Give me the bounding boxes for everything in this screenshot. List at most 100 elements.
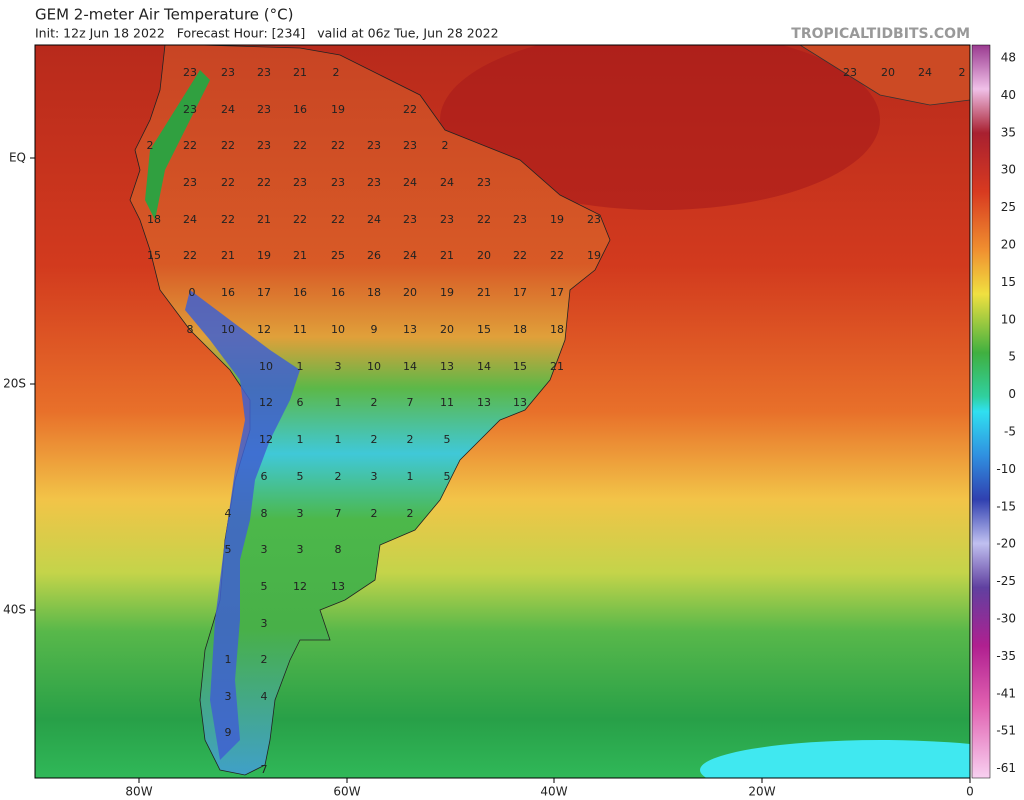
temperature-label: 2 <box>407 507 414 520</box>
temperature-label: 22 <box>293 139 307 152</box>
temperature-label: 20 <box>403 286 417 299</box>
longitude-label: 40W <box>540 785 567 799</box>
temperature-label: 21 <box>477 286 491 299</box>
colorbar-label: -5 <box>1004 425 1016 439</box>
temperature-label: 0 <box>189 286 196 299</box>
temperature-label: 13 <box>477 396 491 409</box>
temperature-label: 2 <box>442 139 449 152</box>
temperature-label: 2 <box>333 66 340 79</box>
temperature-label: 11 <box>293 323 307 336</box>
longitude-label: 0 <box>966 785 974 799</box>
temperature-label: 16 <box>221 286 235 299</box>
temperature-label: 9 <box>371 323 378 336</box>
temperature-label: 6 <box>261 470 268 483</box>
temperature-label: 22 <box>477 213 491 226</box>
temperature-label: 12 <box>259 396 273 409</box>
temperature-label: 5 <box>225 543 232 556</box>
temperature-label: 23 <box>477 176 491 189</box>
temperature-label: 5 <box>261 580 268 593</box>
temperature-label: 6 <box>297 396 304 409</box>
temperature-label: 18 <box>513 323 527 336</box>
temperature-label: 2 <box>335 470 342 483</box>
temperature-label: 15 <box>513 360 527 373</box>
temperature-label: 24 <box>440 176 454 189</box>
temperature-label: 21 <box>221 249 235 262</box>
temperature-label: 24 <box>221 103 235 116</box>
temperature-label: 1 <box>297 360 304 373</box>
brand: TROPICALTIDBITS.COM <box>791 26 970 42</box>
latitude-label: 40S <box>3 603 26 617</box>
temperature-label: 1 <box>225 653 232 666</box>
temperature-label: 17 <box>513 286 527 299</box>
temperature-label: 23 <box>367 139 381 152</box>
temperature-label: 24 <box>183 213 197 226</box>
latitude-label: EQ <box>9 151 26 165</box>
temperature-label: 23 <box>843 66 857 79</box>
temperature-label: 4 <box>225 507 232 520</box>
temperature-label: 7 <box>335 507 342 520</box>
temperature-label: 23 <box>513 213 527 226</box>
temperature-label: 16 <box>293 286 307 299</box>
temperature-label: 10 <box>331 323 345 336</box>
temperature-label: 13 <box>513 396 527 409</box>
temperature-label: 19 <box>440 286 454 299</box>
temperature-label: 25 <box>331 249 345 262</box>
temperature-label: 3 <box>225 690 232 703</box>
temperature-label: 19 <box>587 249 601 262</box>
temperature-label: 22 <box>331 139 345 152</box>
temperature-label: 2 <box>371 396 378 409</box>
temperature-label: 21 <box>440 249 454 262</box>
temperature-label: 22 <box>183 139 197 152</box>
temperature-label: 20 <box>477 249 491 262</box>
map: 23 23 23 21 2 23 20 24 223 24 23 16 19 222 22 22 23 22 22 2… <box>35 45 970 778</box>
temperature-label: 14 <box>477 360 491 373</box>
latitude-label: 20S <box>3 377 26 391</box>
colorbar-label: -61 <box>996 761 1016 775</box>
subtitle: Init: 12z Jun 18 2022 Forecast Hour: [23… <box>35 26 499 41</box>
temperature-label: 22 <box>221 176 235 189</box>
temperature-label: 22 <box>221 139 235 152</box>
temperature-label: 5 <box>444 433 451 446</box>
temperature-label: 23 <box>221 66 235 79</box>
temperature-label: 2 <box>371 507 378 520</box>
temperature-label: 23 <box>403 139 417 152</box>
temperature-label: 23 <box>257 103 271 116</box>
warm-core <box>440 45 880 210</box>
temperature-label: 1 <box>335 396 342 409</box>
colorbar-label: -10 <box>996 462 1016 476</box>
temperature-label: 22 <box>331 213 345 226</box>
temperature-label: 23 <box>293 176 307 189</box>
colorbar-label: -15 <box>996 499 1016 513</box>
temperature-label: 22 <box>257 176 271 189</box>
temperature-label: 23 <box>331 176 345 189</box>
temperature-label: 3 <box>297 543 304 556</box>
temperature-label: 3 <box>335 360 342 373</box>
temperature-label: 23 <box>183 103 197 116</box>
temperature-label: 20 <box>440 323 454 336</box>
temperature-label: 23 <box>440 213 454 226</box>
colorbar-label: -51 <box>996 724 1016 738</box>
temperature-label: 19 <box>257 249 271 262</box>
temperature-label: 1 <box>297 433 304 446</box>
temperature-label: 5 <box>444 470 451 483</box>
temperature-label: 23 <box>367 176 381 189</box>
temperature-label: 3 <box>261 617 268 630</box>
temperature-label: 24 <box>403 249 417 262</box>
temperature-label: 1 <box>407 470 414 483</box>
colorbar-label: -20 <box>996 537 1016 551</box>
temperature-label: 18 <box>367 286 381 299</box>
temperature-label: 21 <box>257 213 271 226</box>
temperature-label: 16 <box>331 286 345 299</box>
temperature-label: 26 <box>367 249 381 262</box>
temperature-label: 3 <box>261 543 268 556</box>
south-america <box>129 45 611 776</box>
temperature-label: 1 <box>335 433 342 446</box>
temperature-label: 8 <box>335 543 342 556</box>
colorbar-label: 35 <box>1001 125 1016 139</box>
temperature-label: 13 <box>440 360 454 373</box>
colorbar-label: 10 <box>1001 312 1016 326</box>
temperature-label: 10 <box>259 360 273 373</box>
temperature-label: 22 <box>550 249 564 262</box>
temperature-label: 15 <box>477 323 491 336</box>
